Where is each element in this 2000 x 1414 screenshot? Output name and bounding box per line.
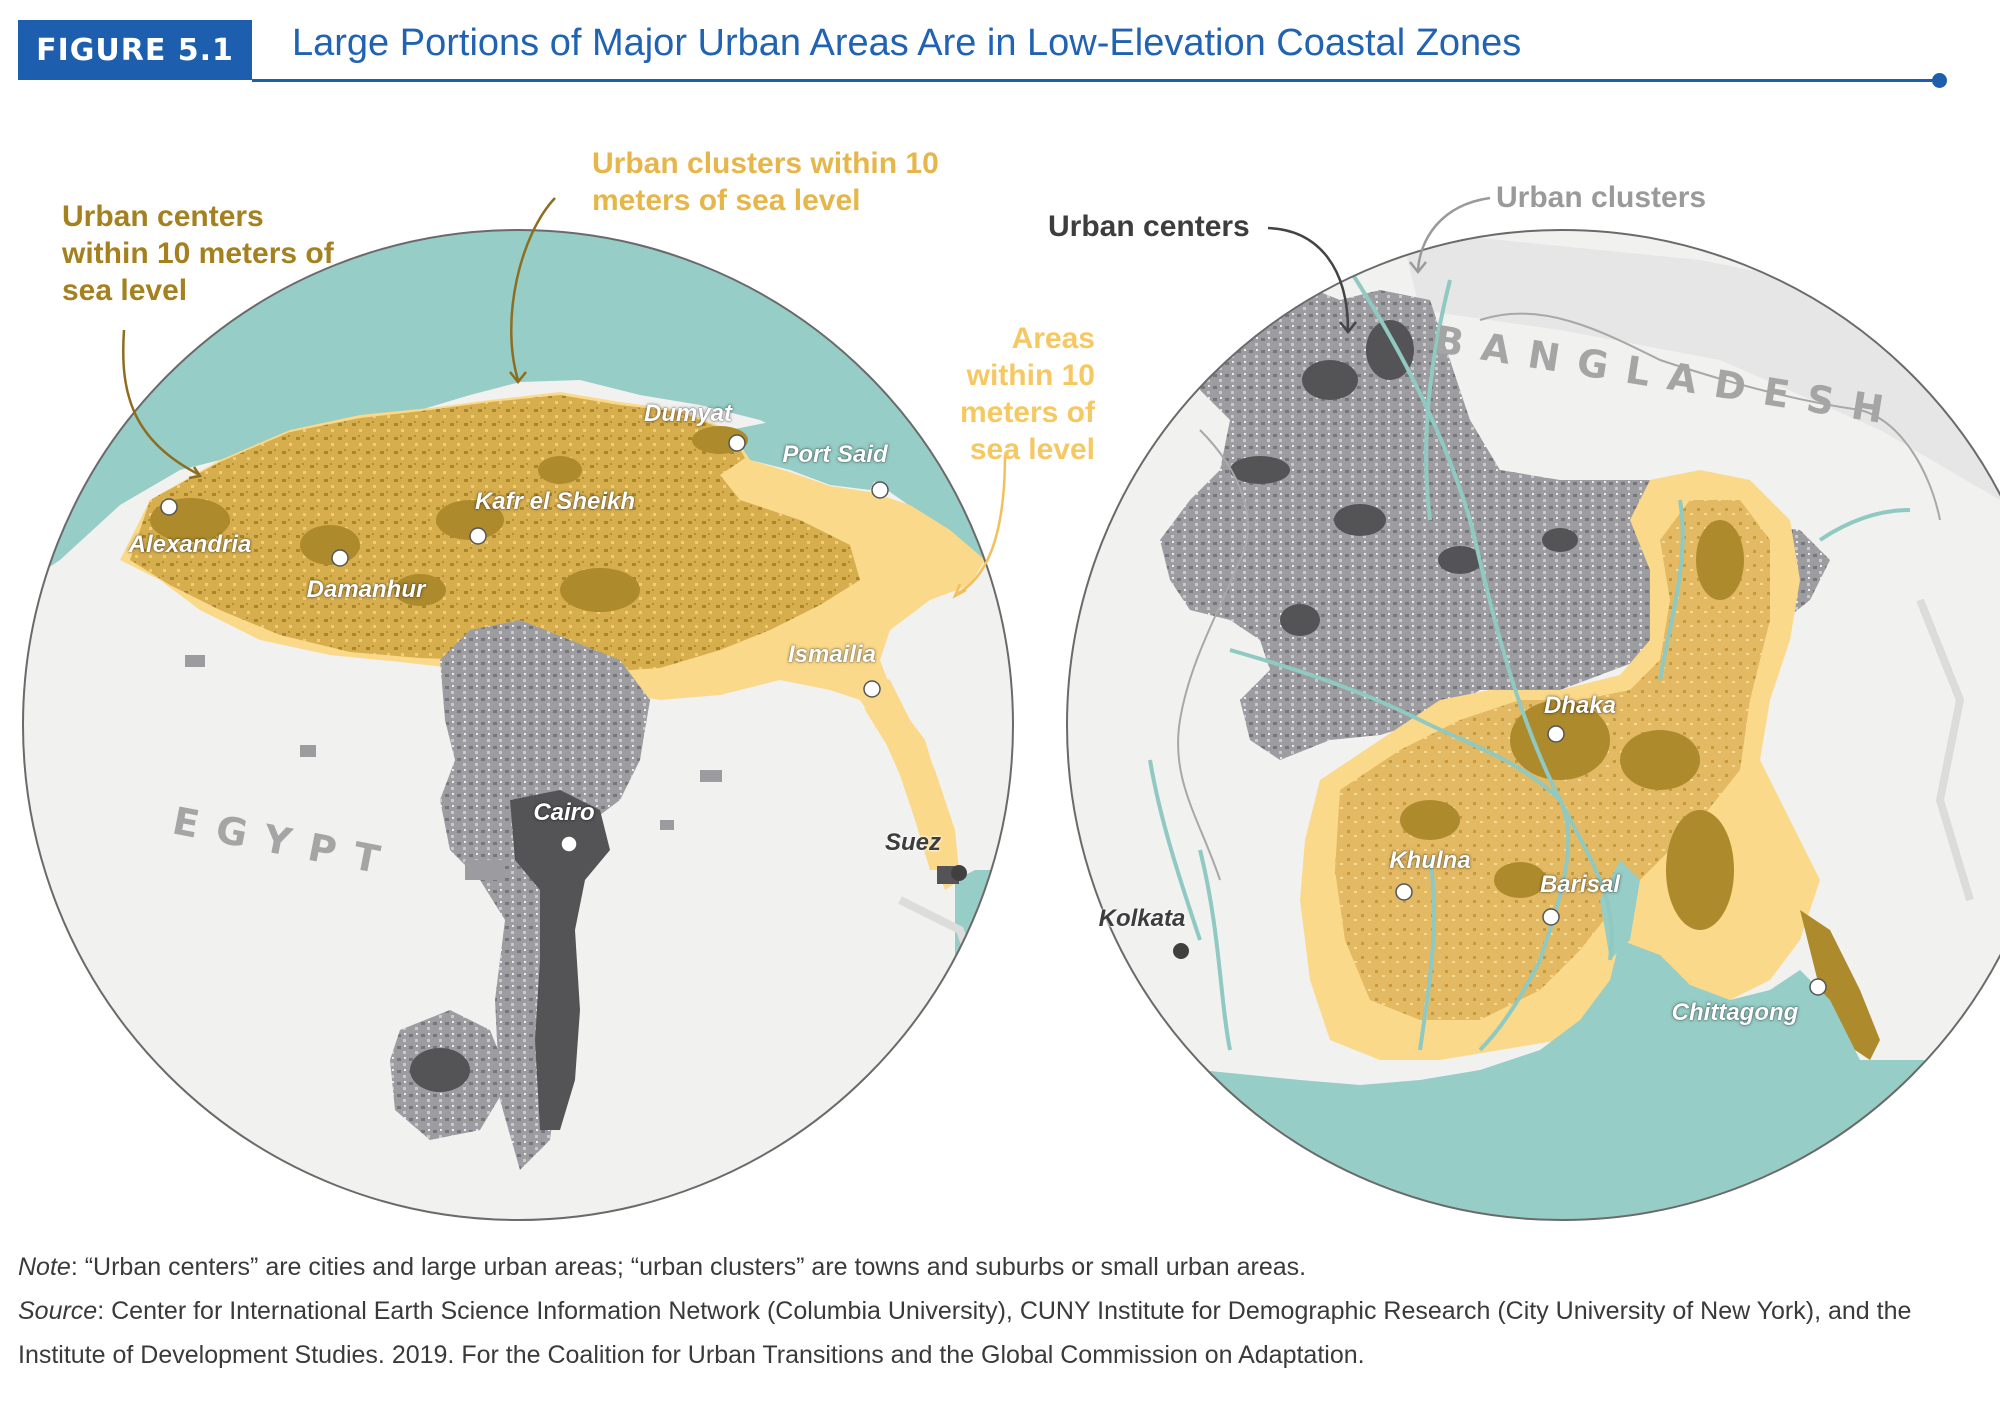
arrow-urban-centers bbox=[1267, 226, 1350, 331]
figure-badge: FIGURE 5.1 bbox=[18, 20, 252, 80]
bangladesh-city-dots bbox=[1395, 725, 1827, 996]
callout-urban-clusters: Urban clusters bbox=[1496, 181, 1707, 214]
city-port-said: Port Said bbox=[782, 441, 888, 468]
cairo-urban-centers bbox=[510, 790, 610, 1130]
city-kafr-el-sheikh: Kafr el Sheikh bbox=[474, 488, 636, 515]
suez-dot bbox=[951, 865, 967, 881]
lake-manzala bbox=[730, 420, 880, 490]
footer-note: Note: “Urban centers” are cities and lar… bbox=[18, 1253, 1307, 1281]
bangladesh-rivers bbox=[1148, 253, 1911, 1052]
arrow-areas-low bbox=[954, 454, 1007, 597]
fayoum-center bbox=[410, 1048, 470, 1092]
city-dhaka: Dhaka bbox=[1543, 692, 1617, 719]
bangladesh-urban-centers bbox=[1230, 320, 1578, 636]
egypt-map bbox=[23, 230, 1013, 1220]
suez-canal-zone bbox=[860, 670, 960, 890]
city-alexandria: Alexandria bbox=[128, 531, 252, 558]
city-dumyat: Dumyat bbox=[643, 400, 733, 427]
footer-source: Source: Center for International Earth S… bbox=[18, 1297, 1912, 1369]
city-chittagong: Chittagong bbox=[1671, 999, 1799, 1026]
arrow-clusters-low bbox=[510, 197, 556, 381]
figure-footer: Note: “Urban centers” are cities and lar… bbox=[18, 1245, 1978, 1377]
city-suez: Suez bbox=[884, 829, 942, 856]
city-damanhur: Damanhur bbox=[306, 576, 426, 603]
figure-title: Large Portions of Major Urban Areas Are … bbox=[292, 22, 1522, 64]
callout-clusters-low: Urban clusters within 10 meters of sea l… bbox=[592, 147, 939, 217]
maps-panel: EGYPT Alexandria Damanhur Kafr el Sheikh… bbox=[22, 147, 2000, 1221]
egypt-circle-border bbox=[22, 229, 1014, 1221]
arrow-centers-low bbox=[122, 329, 201, 477]
callout-centers-low: Urban centers within 10 meters of sea le… bbox=[62, 200, 334, 307]
title-rule bbox=[252, 79, 1940, 82]
title-rule-dot bbox=[1932, 73, 1947, 88]
maps-svg bbox=[22, 196, 2000, 1221]
egypt-desert-specks bbox=[185, 655, 722, 880]
city-cairo: Cairo bbox=[533, 799, 595, 826]
city-khulna: Khulna bbox=[1389, 847, 1471, 874]
bangladesh-borders bbox=[1177, 312, 1941, 881]
city-barisal: Barisal bbox=[1539, 871, 1621, 898]
callout-areas-low: Areas within 10 meters of sea level bbox=[959, 322, 1095, 466]
egypt-city-dots bbox=[160, 434, 889, 853]
chittagong-strip bbox=[1800, 910, 1880, 1060]
city-ismailia: Ismailia bbox=[787, 641, 877, 668]
kolkata-dot bbox=[1173, 943, 1189, 959]
city-kolkata: Kolkata bbox=[1098, 905, 1186, 932]
bangladesh-circle-border bbox=[1066, 229, 2000, 1221]
callout-urban-centers: Urban centers bbox=[1048, 210, 1250, 243]
arrow-urban-clusters bbox=[1416, 196, 1491, 271]
